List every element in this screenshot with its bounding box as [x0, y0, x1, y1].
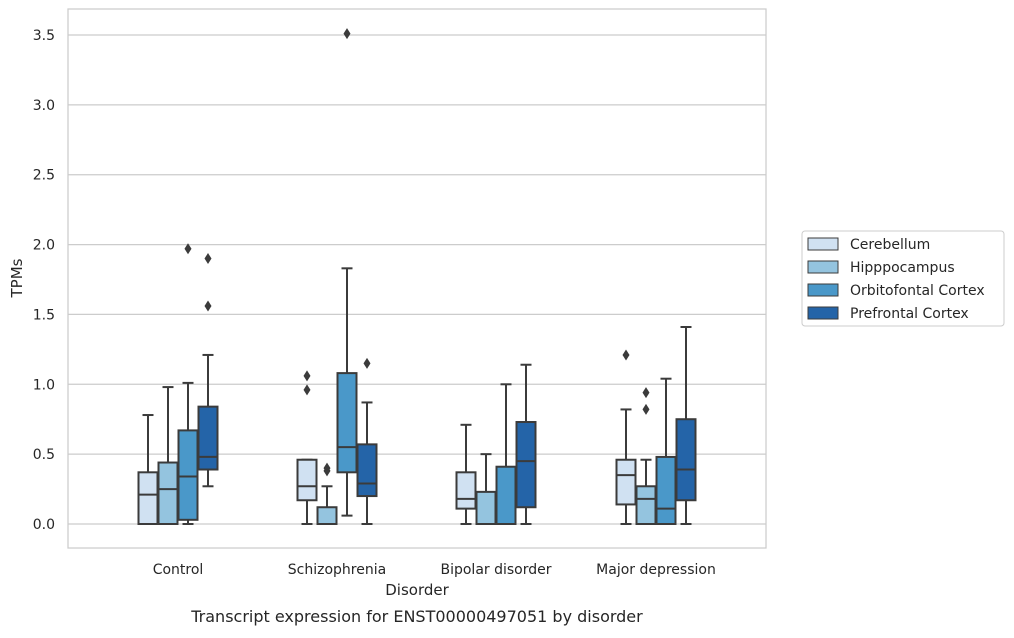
box-hipppocampus-control	[157, 386, 179, 526]
box-body	[177, 429, 199, 521]
box-orbitofontal-cortex-schizophrenia	[336, 28, 358, 517]
x-tick-label: Bipolar disorder	[440, 562, 551, 578]
box-body	[197, 405, 219, 471]
grid	[68, 34, 766, 525]
boxes	[137, 28, 697, 526]
box-hipppocampus-bipolar-disorder	[475, 453, 497, 526]
legend-label-prefrontal-cortex: Prefrontal Cortex	[850, 306, 969, 322]
outlier-point	[642, 403, 650, 415]
x-tick-label: Schizophrenia	[288, 562, 386, 578]
outlier-point	[363, 357, 371, 369]
y-tick-label: 0.5	[33, 447, 55, 463]
box-prefrontal-cortex-schizophrenia	[356, 357, 378, 525]
y-tick-label: 0.0	[33, 517, 55, 533]
box-body	[635, 485, 657, 525]
box-body	[296, 458, 318, 502]
box-prefrontal-cortex-bipolar-disorder	[515, 363, 537, 525]
box-cerebellum-schizophrenia	[296, 370, 318, 525]
legend-swatch-orbitofontal-cortex	[807, 283, 839, 297]
box-orbitofontal-cortex-major-depression	[655, 377, 677, 525]
outlier-point	[204, 253, 212, 265]
y-ticks: 0.0 0.5 1.0 1.5 2.0 2.5 3.0 3.5	[33, 28, 55, 533]
chart-caption: Transcript expression for ENST0000049705…	[190, 607, 643, 626]
outlier-point	[204, 300, 212, 312]
box-body	[615, 458, 637, 506]
y-tick-label: 3.0	[33, 98, 55, 114]
box-prefrontal-cortex-major-depression	[675, 326, 697, 525]
outlier-point	[323, 462, 331, 474]
box-body	[515, 421, 537, 509]
legend-label-orbitofontal-cortex: Orbitofontal Cortex	[850, 283, 985, 299]
y-tick-label: 2.5	[33, 168, 55, 184]
box-body	[137, 471, 159, 526]
box-cerebellum-bipolar-disorder	[455, 423, 477, 525]
legend-label-cerebellum: Cerebellum	[850, 237, 930, 253]
y-tick-label: 3.5	[33, 28, 55, 44]
outlier-point	[184, 243, 192, 255]
y-axis-label: TPMs	[8, 258, 26, 298]
y-tick-label: 1.0	[33, 377, 55, 393]
legend-frame	[801, 230, 1005, 327]
box-orbitofontal-cortex-bipolar-disorder	[495, 383, 517, 525]
outlier-point	[343, 28, 351, 40]
x-tick-label: Major depression	[596, 562, 716, 578]
box-body	[316, 506, 338, 525]
box-body	[655, 455, 677, 525]
box-prefrontal-cortex-control	[197, 253, 219, 488]
box-cerebellum-control	[137, 414, 159, 526]
plot-frame	[67, 8, 767, 549]
outlier-point	[303, 384, 311, 396]
box-hipppocampus-major-depression	[635, 387, 657, 525]
box-body	[455, 471, 477, 510]
x-tick-label: Control	[153, 562, 204, 578]
y-tick-label: 1.5	[33, 307, 55, 323]
box-body	[495, 465, 517, 525]
legend-swatch-cerebellum	[807, 237, 839, 251]
outlier-point	[303, 370, 311, 382]
x-ticks: Control Schizophrenia Bipolar disorder Majo…	[153, 562, 716, 578]
box-body	[675, 418, 697, 502]
box-body	[356, 443, 378, 498]
legend: Cerebellum Hipppocampus Orbitofontal Corte…	[801, 230, 1005, 327]
box-body	[475, 490, 497, 526]
legend-swatch-hipppocampus	[807, 260, 839, 274]
box-cerebellum-major-depression	[615, 349, 637, 525]
box-body	[336, 372, 358, 474]
legend-label-hipppocampus: Hipppocampus	[850, 260, 955, 276]
outlier-point	[642, 387, 650, 399]
box-body	[157, 461, 179, 526]
box-orbitofontal-cortex-control	[177, 243, 199, 525]
legend-swatch-prefrontal-cortex	[807, 306, 839, 320]
x-axis-label: Disorder	[385, 581, 449, 599]
box-hipppocampus-schizophrenia	[316, 462, 338, 525]
y-tick-label: 2.0	[33, 238, 55, 254]
outlier-point	[622, 349, 630, 361]
